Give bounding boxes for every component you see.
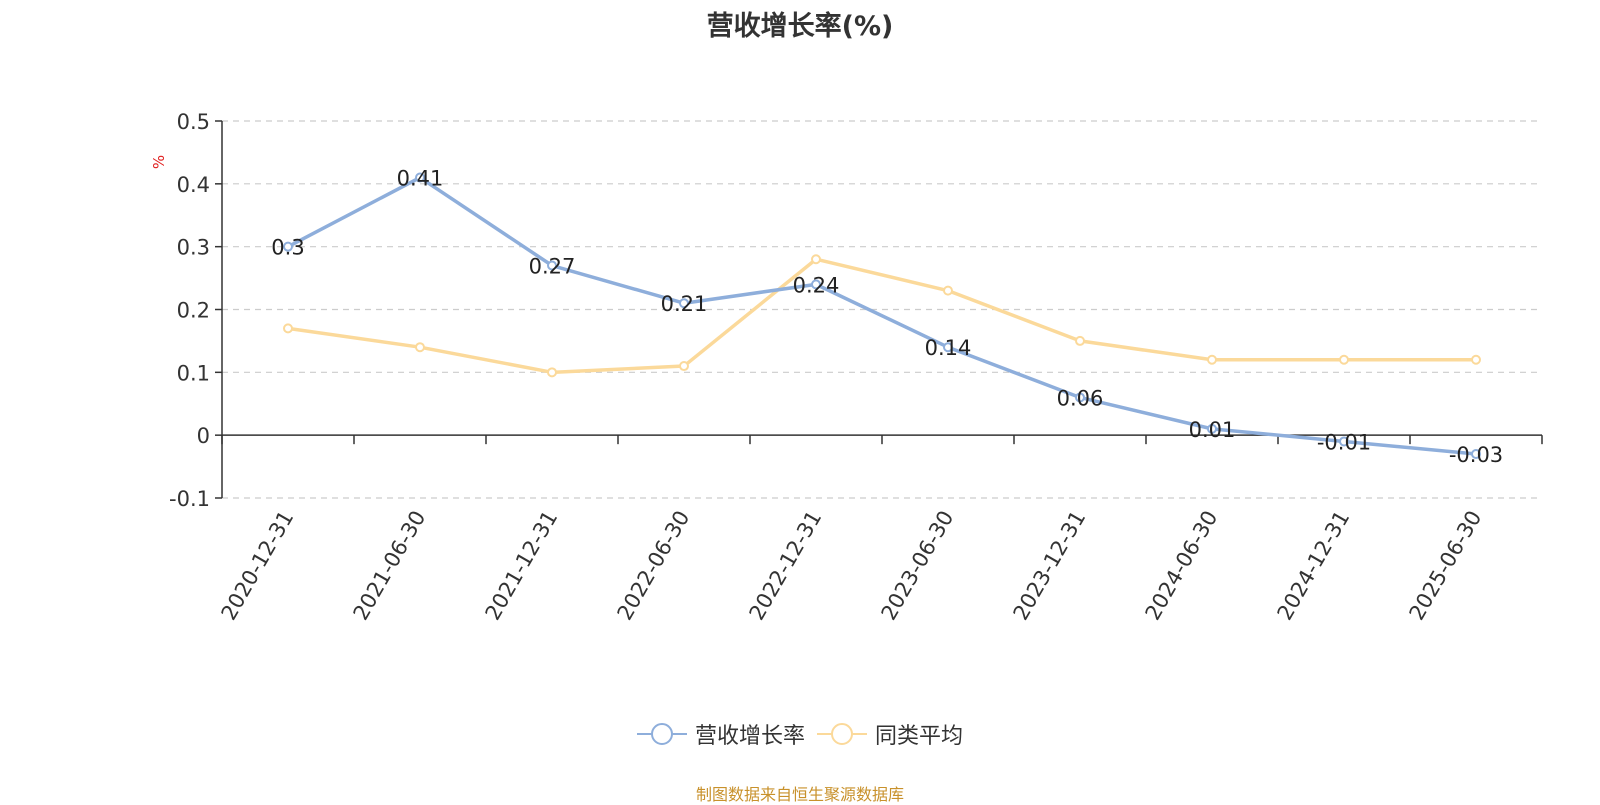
legend-label: 营收增长率 xyxy=(694,724,805,749)
data-point-0 xyxy=(811,279,821,290)
x-tick-label: 2024-06-30 xyxy=(1141,507,1223,625)
data-point-0 xyxy=(1075,392,1085,403)
series-line-0 xyxy=(286,175,1478,456)
x-tick-label: 2020-12-31 xyxy=(217,507,299,625)
data-point-1 xyxy=(811,254,821,265)
x-tick-label: 2021-12-31 xyxy=(481,507,563,625)
series-lines xyxy=(283,172,1481,460)
data-point-1 xyxy=(943,285,953,296)
chart-title: 营收增长率(%) xyxy=(706,11,894,42)
data-label: -0.03 xyxy=(1449,443,1503,467)
data-label: 0.21 xyxy=(661,292,708,316)
data-point-1 xyxy=(679,361,689,372)
data-point-0 xyxy=(679,298,689,309)
source-note: 制图数据来自恒生聚源数据库 xyxy=(695,785,904,804)
legend-item[interactable]: 营收增长率 xyxy=(636,718,805,750)
data-point-0 xyxy=(1339,436,1349,447)
series-line-1 xyxy=(286,257,1478,375)
x-tick-label: 2022-12-31 xyxy=(745,507,827,625)
legend: 营收增长率 同类平均 xyxy=(0,718,1600,754)
data-point-1 xyxy=(547,367,557,378)
data-point-1 xyxy=(1207,354,1217,365)
grid-lines xyxy=(222,120,1542,499)
y-tick-label: 0.5 xyxy=(177,110,210,134)
legend-circle xyxy=(650,723,673,745)
data-point-0 xyxy=(1471,449,1481,460)
y-tick-label: 0.3 xyxy=(177,236,210,260)
legend-line-circle-icon xyxy=(817,723,867,745)
y-tick-label: 0 xyxy=(197,424,210,448)
data-point-0 xyxy=(943,342,953,353)
x-tick-label: 2023-12-31 xyxy=(1009,507,1091,625)
data-point-1 xyxy=(283,323,293,334)
y-tick-label: 0.1 xyxy=(177,361,210,385)
data-point-1 xyxy=(1471,354,1481,365)
legend-circle xyxy=(831,723,853,745)
data-label: 0.27 xyxy=(529,255,576,279)
data-point-1 xyxy=(415,342,425,353)
data-labels: 0.3 0.41 0.27 0.21 0.24 0.14 0.06 0.01 -0.01 -0.0… xyxy=(271,167,1503,467)
legend-line-circle-icon xyxy=(636,723,687,745)
data-point-1 xyxy=(1339,354,1349,365)
y-axis-label: % xyxy=(150,155,168,169)
data-label: 0.01 xyxy=(1189,418,1236,442)
data-label: 0.41 xyxy=(397,167,444,191)
data-label: 0.24 xyxy=(793,273,840,297)
x-tick-label: 2024-12-31 xyxy=(1273,507,1355,625)
y-tick-label: 0.4 xyxy=(177,173,210,197)
legend-item[interactable]: 同类平均 xyxy=(817,718,963,750)
y-tick-label: 0.2 xyxy=(177,299,210,323)
x-tick-label: 2021-06-30 xyxy=(349,507,431,625)
x-tick-label: 2022-06-30 xyxy=(613,507,695,625)
data-point-0 xyxy=(547,260,557,271)
data-point-1 xyxy=(1075,335,1085,346)
x-tick-label: 2023-06-30 xyxy=(877,507,959,625)
data-point-0 xyxy=(1207,423,1217,434)
x-tick-label: 2025-06-30 xyxy=(1405,507,1487,625)
data-label: -0.01 xyxy=(1317,430,1371,454)
data-label: 0.06 xyxy=(1057,386,1104,410)
data-point-0 xyxy=(283,241,293,252)
data-label: 0.3 xyxy=(271,236,304,260)
data-label: 0.14 xyxy=(925,336,972,360)
data-point-0 xyxy=(415,172,425,183)
legend-label: 同类平均 xyxy=(875,724,964,749)
y-tick-label: -0.1 xyxy=(169,487,210,511)
axes: 0.5 0.4 0.3 0.2 0.1 0 -0.1% 2020-12-31 2021-06-3… xyxy=(150,110,1543,625)
